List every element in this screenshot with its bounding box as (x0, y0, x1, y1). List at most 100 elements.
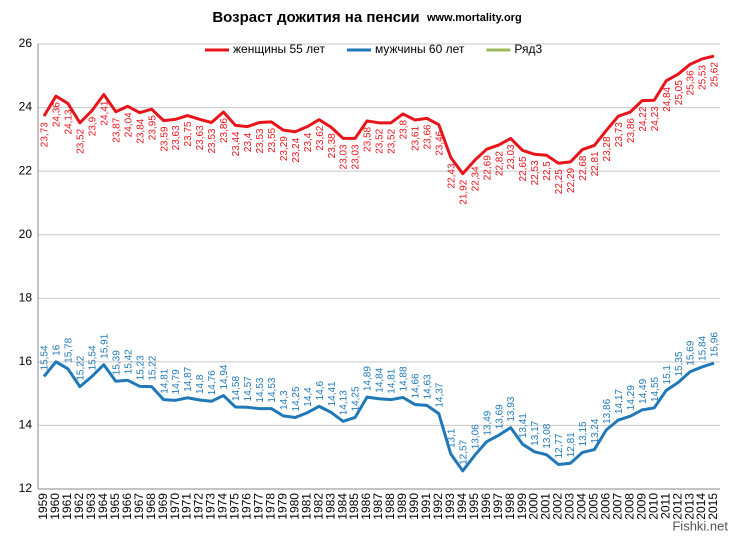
data-label: 13,06 (470, 424, 481, 449)
data-label: 23,9 (87, 116, 98, 136)
y-tick-label: 20 (19, 227, 33, 241)
data-label: 22,65 (518, 156, 529, 181)
data-label: 12,77 (554, 433, 565, 458)
data-label: 24,23 (650, 106, 661, 131)
x-tick-label: 1992 (431, 493, 445, 520)
data-label: 14,94 (219, 364, 230, 389)
data-label: 15,1 (662, 365, 673, 385)
data-label: 13,86 (602, 398, 613, 423)
data-label: 22,5 (542, 161, 553, 181)
data-label: 22,81 (590, 151, 601, 176)
data-label: 23,03 (351, 144, 362, 169)
data-label: 25,36 (686, 70, 697, 95)
x-tick-label: 1987 (371, 493, 385, 520)
data-label: 23,29 (279, 136, 290, 161)
data-label: 25,53 (698, 65, 709, 90)
data-label: 13,15 (578, 421, 589, 446)
x-tick-label: 1986 (359, 493, 373, 520)
data-label: 23,87 (111, 117, 122, 142)
y-tick-label: 14 (19, 418, 33, 432)
x-tick-label: 1988 (383, 493, 397, 520)
data-label: 22,82 (494, 151, 505, 176)
data-label: 23,38 (327, 133, 338, 158)
x-tick-label: 2003 (563, 493, 577, 520)
data-label: 23,73 (40, 122, 51, 147)
x-tick-label: 2015 (706, 493, 720, 520)
x-tick-label: 1979 (275, 493, 289, 520)
data-label: 13,49 (482, 410, 493, 435)
data-label: 13,69 (494, 404, 505, 429)
data-label: 23,44 (231, 131, 242, 156)
data-label: 13,08 (542, 423, 553, 448)
x-tick-label: 1996 (479, 493, 493, 520)
data-label: 23,53 (207, 128, 218, 153)
data-label: 23,52 (387, 128, 398, 153)
x-tick-label: 1978 (263, 493, 277, 520)
data-label: 23,86 (219, 118, 230, 143)
data-label: 22,68 (578, 155, 589, 180)
data-label: 23,58 (363, 126, 374, 151)
data-label: 23,52 (375, 128, 386, 153)
data-label: 23,95 (147, 115, 158, 140)
data-label: 22,25 (554, 169, 565, 194)
data-label: 22,69 (482, 155, 493, 180)
data-label: 15,96 (710, 332, 721, 357)
data-label: 14,88 (399, 366, 410, 391)
x-tick-label: 1989 (395, 493, 409, 520)
data-label: 23,4 (243, 132, 254, 152)
data-label: 14,55 (650, 376, 661, 401)
data-label: 22,53 (530, 160, 541, 185)
x-tick-label: 1971 (180, 493, 194, 520)
x-tick-label: 1990 (407, 493, 421, 520)
data-label: 24,22 (638, 106, 649, 131)
x-tick-label: 1991 (419, 493, 433, 520)
data-label: 14,89 (363, 366, 374, 391)
x-tick-label: 1973 (204, 493, 218, 520)
data-label: 14,17 (614, 389, 625, 414)
x-tick-label: 1985 (347, 493, 361, 520)
data-label: 24,36 (52, 102, 63, 127)
data-label: 22,29 (566, 167, 577, 192)
data-label: 23,55 (267, 127, 278, 152)
data-label: 24,13 (64, 109, 75, 134)
data-label: 24,41 (99, 100, 110, 125)
data-label: 14,29 (626, 385, 637, 410)
watermark: Fishki.net (672, 518, 728, 533)
data-label: 23,84 (135, 118, 146, 143)
x-tick-label: 1964 (96, 493, 110, 520)
data-label: 23,53 (255, 128, 266, 153)
x-tick-label: 1981 (299, 493, 313, 520)
data-label: 14,81 (159, 368, 170, 393)
data-label: 14,58 (231, 376, 242, 401)
x-tick-label: 2008 (622, 493, 636, 520)
data-label: 23,86 (626, 118, 637, 143)
data-label: 14,66 (411, 373, 422, 398)
data-label: 13,1 (446, 428, 457, 448)
chart-title-group: Возраст дожития на пенсии www.mortality.… (212, 9, 521, 26)
data-label: 23,75 (183, 121, 194, 146)
data-label: 23,52 (76, 128, 87, 153)
data-label: 15,69 (686, 340, 697, 365)
data-label: 22,43 (446, 163, 457, 188)
data-label: 23,59 (159, 126, 170, 151)
data-label: 15,23 (135, 355, 146, 380)
data-label: 14,25 (351, 386, 362, 411)
data-label: 14,87 (183, 366, 194, 391)
x-tick-label: 2005 (587, 493, 601, 520)
x-tick-label: 1959 (36, 493, 50, 520)
x-tick-label: 2011 (658, 493, 672, 519)
x-tick-label: 2004 (575, 493, 589, 520)
x-tick-label: 1966 (120, 493, 134, 520)
data-label: 24,04 (123, 112, 134, 137)
x-tick-label: 1994 (455, 493, 469, 520)
data-label: 14,79 (171, 369, 182, 394)
x-tick-label: 1968 (144, 493, 158, 520)
data-label: 14,63 (423, 374, 434, 399)
data-label: 23,28 (602, 136, 613, 161)
x-tick-label: 2013 (682, 493, 696, 520)
data-label: 25,62 (710, 62, 721, 87)
data-label: 14,76 (207, 370, 218, 395)
x-tick-label: 1963 (84, 493, 98, 520)
